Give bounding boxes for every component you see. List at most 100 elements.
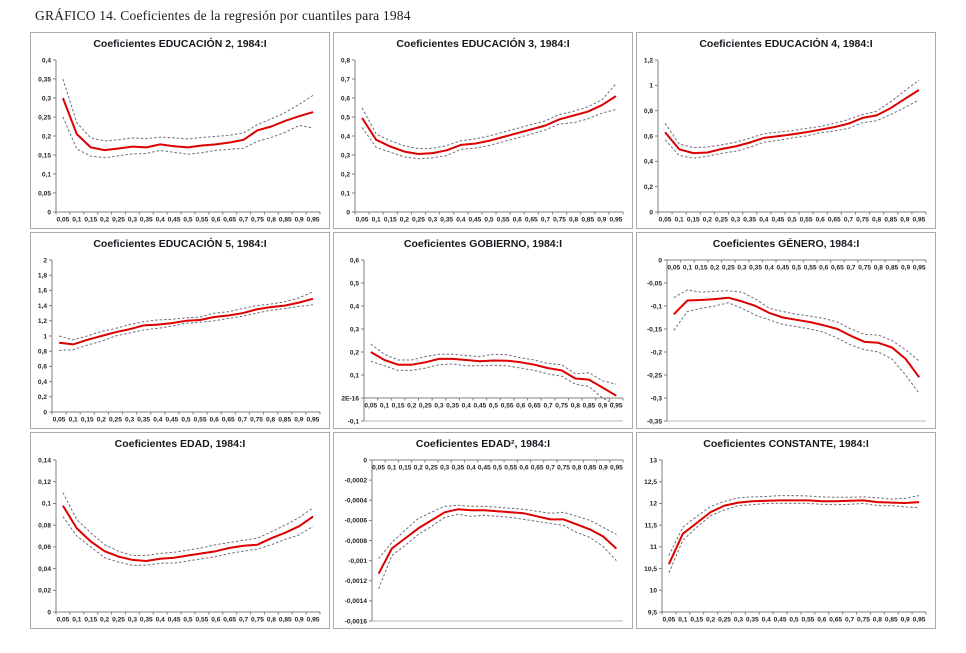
x-tick-label: 0,65 bbox=[528, 403, 541, 410]
x-tick-label: 0,6 bbox=[816, 217, 825, 224]
x-tick-label: 0,95 bbox=[913, 265, 926, 272]
coefficient-line bbox=[673, 296, 921, 378]
x-tick-label: 0,55 bbox=[504, 465, 517, 472]
chart-canvas: 00,050,10,150,20,250,30,350,40,05 0,1 0,15… bbox=[38, 57, 321, 224]
y-tick-label: 0,6 bbox=[350, 257, 359, 264]
x-tick-label: 0,35 bbox=[746, 617, 759, 624]
x-tick-label: 0,9 bbox=[294, 417, 303, 424]
x-tick-label: 0,5 bbox=[181, 417, 190, 424]
x-tick-label: 0,1 bbox=[675, 217, 684, 224]
x-tick-label: 0,75 bbox=[250, 417, 263, 424]
coefficient-line bbox=[664, 89, 920, 155]
x-tick-label: 0,25 bbox=[715, 217, 728, 224]
x-tick-label: 0,7 bbox=[238, 417, 247, 424]
x-tick-label: 0,95 bbox=[610, 403, 623, 410]
x-tick-label: 0,4 bbox=[762, 617, 771, 624]
lower-band-line bbox=[370, 360, 617, 406]
y-tick-label: -0,0014 bbox=[345, 598, 368, 605]
x-tick-label: 0,45 bbox=[168, 617, 181, 624]
x-tick-label: 0,9 bbox=[599, 465, 608, 472]
lower-band-line bbox=[378, 513, 617, 589]
y-tick-label: 9,5 bbox=[648, 609, 657, 616]
x-tick-label: 0,85 bbox=[581, 217, 594, 224]
x-tick-label: 0,1 bbox=[372, 217, 381, 224]
x-tick-label: 0,2 bbox=[100, 617, 109, 624]
y-tick-label: 0,3 bbox=[350, 326, 359, 333]
y-tick-label: 1 bbox=[43, 333, 47, 340]
y-tick-label: 0,12 bbox=[38, 479, 51, 486]
y-tick-label: 0,7 bbox=[341, 76, 350, 83]
x-tick-label: 0,5 bbox=[484, 217, 493, 224]
x-tick-label: 0,05 bbox=[356, 217, 369, 224]
y-tick-label: 10,5 bbox=[644, 566, 657, 573]
chart-title: Coeficientes EDUCACIÓN 5, 1984:I bbox=[93, 238, 267, 250]
charts-grid: Coeficientes EDUCACIÓN 2, 1984:I 0 0,05 0,… bbox=[30, 32, 938, 629]
x-tick-label: 0,8 bbox=[874, 265, 883, 272]
x-tick-label: 0,6 bbox=[819, 265, 828, 272]
y-tick-label: 0,2 bbox=[341, 171, 350, 178]
figure-title: GRÁFICO 14. Coeficientes de la regresión… bbox=[35, 8, 411, 23]
lower-band-line bbox=[664, 99, 920, 159]
y-tick-label: -0,1 bbox=[348, 418, 360, 425]
x-tick-label: 0,05 bbox=[53, 417, 66, 424]
y-tick-label: -0,0008 bbox=[345, 538, 368, 545]
x-tick-label: 0,8 bbox=[873, 617, 882, 624]
x-tick-label: 0,4 bbox=[456, 217, 465, 224]
y-tick-label: 0,5 bbox=[341, 114, 350, 121]
chart-title: Coeficientes GOBIERNO, 1984:I bbox=[403, 238, 563, 250]
chart-panel-3: Coeficientes EDUCACIÓN 4, 1984:I 0 0,2 0,4… bbox=[636, 32, 936, 229]
x-tick-label: 0,05 bbox=[659, 217, 672, 224]
x-tick-label: 0,45 bbox=[478, 465, 491, 472]
x-tick-label: 0,45 bbox=[168, 217, 181, 224]
x-tick-label: 0,7 bbox=[844, 217, 853, 224]
x-tick-label: 0,4 bbox=[153, 417, 162, 424]
coefficient-line bbox=[370, 351, 617, 397]
y-tick-label: -0,001 bbox=[348, 558, 367, 565]
x-tick-label: 0,95 bbox=[307, 617, 320, 624]
y-tick-label: 1,2 bbox=[644, 57, 653, 64]
x-tick-label: 0,25 bbox=[419, 403, 432, 410]
y-tick-label: 0,14 bbox=[38, 457, 51, 464]
y-tick-label: -0,25 bbox=[647, 372, 662, 379]
x-tick-label: 0,2 bbox=[100, 217, 109, 224]
coefficient-line bbox=[58, 297, 314, 346]
x-tick-label: 0,9 bbox=[295, 617, 304, 624]
x-tick-label: 0,55 bbox=[194, 417, 207, 424]
y-tick-label: 12,5 bbox=[644, 479, 657, 486]
chart-panel-6: Coeficientes GÉNERO, 1984:I -0,35 -0,3 -0,… bbox=[636, 232, 936, 429]
y-tick-label: 0,25 bbox=[38, 114, 51, 121]
chart-canvas: 00,10,20,30,40,50,60,70,80,05 0,1 0,15 0,2 0… bbox=[341, 57, 624, 224]
y-tick-label: 0,6 bbox=[341, 95, 350, 102]
x-tick-label: 0,65 bbox=[525, 217, 538, 224]
y-tick-label: 1,4 bbox=[38, 303, 47, 310]
x-tick-label: 0,55 bbox=[497, 217, 510, 224]
x-tick-label: 0,05 bbox=[364, 403, 377, 410]
x-tick-label: 0,3 bbox=[428, 217, 437, 224]
x-tick-label: 0,05 bbox=[372, 465, 385, 472]
y-tick-label: 12 bbox=[650, 501, 658, 508]
x-tick-label: 0,55 bbox=[195, 617, 208, 624]
x-tick-label: 0,7 bbox=[845, 617, 854, 624]
x-tick-label: 0,85 bbox=[885, 265, 898, 272]
y-tick-label: -0,0006 bbox=[345, 518, 368, 525]
chart-canvas: -0,0016 -0,0014 -0,0012 -0,001 -0,0008 -0,000… bbox=[345, 457, 624, 625]
upper-band-line bbox=[361, 83, 617, 150]
coefficient-line bbox=[667, 499, 920, 565]
chart-panel-4: Coeficientes EDUCACIÓN 5, 1984:I 0 0,2 0,4… bbox=[30, 232, 330, 429]
x-tick-label: 0,35 bbox=[140, 217, 153, 224]
x-tick-label: 0,3 bbox=[737, 265, 746, 272]
x-tick-label: 0,8 bbox=[267, 617, 276, 624]
x-tick-label: 0,4 bbox=[156, 617, 165, 624]
x-tick-label: 0,45 bbox=[774, 617, 787, 624]
x-tick-label: 0,35 bbox=[137, 417, 150, 424]
x-tick-label: 0,55 bbox=[804, 265, 817, 272]
x-tick-label: 0,2 bbox=[414, 465, 423, 472]
x-tick-label: 0,35 bbox=[446, 403, 459, 410]
y-tick-label: 0,4 bbox=[350, 303, 359, 310]
y-tick-label: 0,3 bbox=[42, 95, 51, 102]
x-tick-label: 0,2 bbox=[400, 217, 409, 224]
y-tick-label: 0 bbox=[43, 409, 47, 416]
coefficient-line bbox=[361, 95, 617, 155]
x-tick-label: 0,4 bbox=[765, 265, 774, 272]
